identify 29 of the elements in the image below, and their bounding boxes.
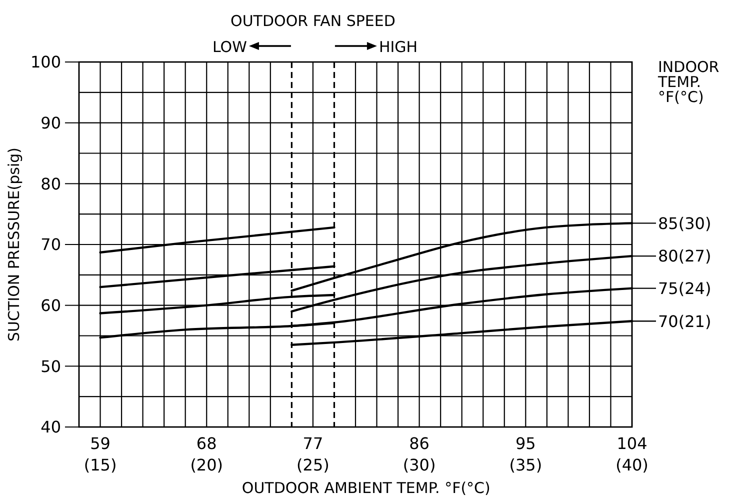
x2-tick-label: (15) [84, 456, 117, 475]
text: OUTDOOR FAN SPEED [230, 12, 396, 30]
text: HIGH [378, 38, 418, 56]
legend-title: INDOOR TEMP. °F(°C) [657, 58, 720, 106]
x2-tick-label: (30) [402, 456, 436, 475]
legend-label: 80(27) [658, 246, 712, 266]
x-tick-label: 104 [616, 434, 648, 453]
y-tick-label: 90 [40, 113, 61, 132]
x-tick-label: 59 [90, 434, 110, 453]
x-tick-label: 95 [515, 434, 536, 453]
y-tick-label: 80 [40, 174, 61, 194]
y-axis-title: SUCTION PRESSURE(psig) [5, 148, 23, 342]
x-tick-label: 68 [196, 434, 217, 453]
x2-tick-label: (20) [190, 456, 224, 475]
text: LOW [212, 38, 248, 56]
x-tick-label: 86 [409, 434, 430, 453]
x2-tick-label: (25) [296, 456, 330, 475]
y-tick-label: 40 [40, 418, 61, 437]
x-tick-label: 77 [302, 434, 324, 453]
y-tick-label: 50 [40, 356, 61, 376]
legend-label: 70(21) [658, 312, 712, 331]
y-tick-label: 70 [40, 235, 61, 254]
x2-tick-label: (35) [509, 456, 542, 475]
x-axis-title: OUTDOOR AMBIENT TEMP. °F(°C) [242, 479, 490, 497]
legend-label: 85(30) [658, 214, 712, 233]
y-tick-label: 60 [40, 296, 61, 315]
legend-label: 75(24) [658, 278, 712, 298]
x2-tick-label: (40) [616, 456, 648, 475]
y-tick-label: 100 [30, 52, 61, 72]
